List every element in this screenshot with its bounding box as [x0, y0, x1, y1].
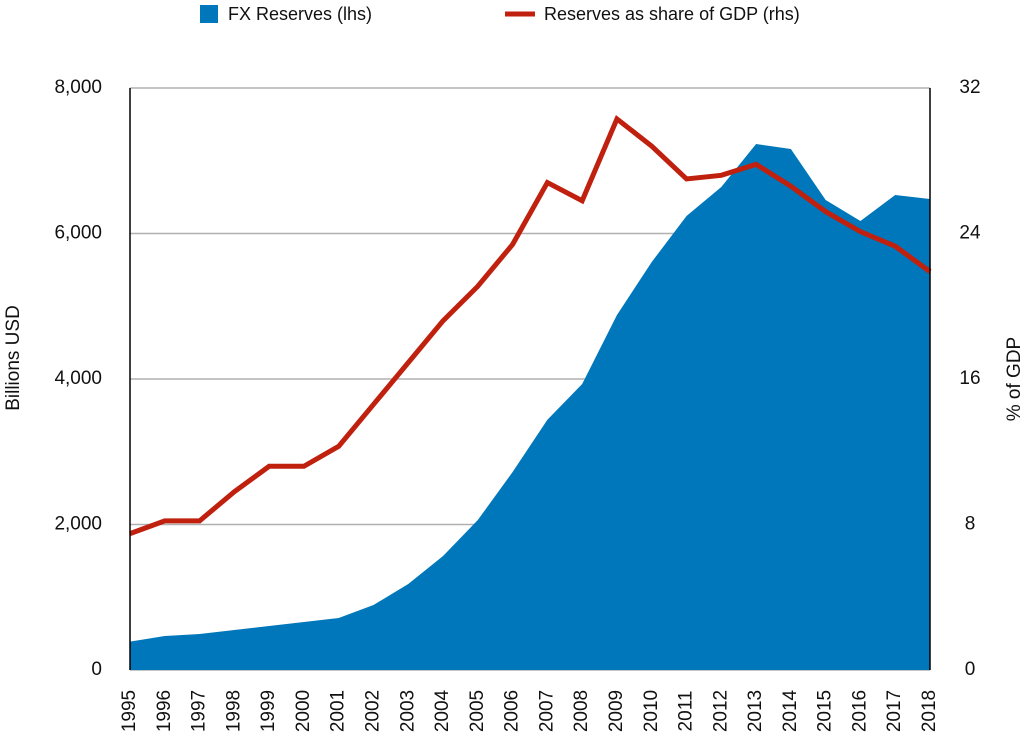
- x-tick-label: 2001: [328, 690, 349, 732]
- x-tick-label: 2000: [293, 690, 314, 732]
- x-tick-label: 2008: [571, 690, 592, 732]
- area: [130, 144, 930, 670]
- y-tick-label: 6,000: [54, 223, 102, 244]
- legend-text: Reserves as share of GDP (rhs): [544, 4, 800, 24]
- line: [129, 114, 932, 536]
- x-tick-label: 2012: [710, 690, 731, 732]
- x-tick-label: 2013: [745, 690, 766, 732]
- x-tick-label: 2010: [641, 690, 662, 732]
- x-tick-label: 2005: [467, 690, 488, 732]
- y-axis-title: Billions USD: [3, 305, 24, 411]
- x-tick-label: 1996: [154, 690, 175, 732]
- x-tick-label: 2015: [815, 690, 836, 732]
- x-tick-label: 2004: [432, 689, 453, 732]
- x-tick-label: 2009: [606, 690, 627, 732]
- legend-text: FX Reserves (lhs): [228, 4, 372, 24]
- x-tick-label: 2003: [397, 690, 418, 732]
- y-tick-label: 0: [91, 659, 102, 680]
- y-tick-label: 4,000: [54, 368, 102, 389]
- x-tick-label: 2006: [502, 690, 523, 732]
- x-tick-label: 2016: [849, 690, 870, 732]
- x-tick-label: 1999: [258, 690, 279, 732]
- x-tick-label: 2017: [884, 690, 905, 732]
- y2-axis-title: % of GDP: [1004, 337, 1024, 421]
- x-tick-label: 2002: [362, 690, 383, 732]
- y-tick-label: 2,000: [54, 514, 102, 535]
- y-tick-label: 8,000: [54, 77, 102, 98]
- x-tick-label: 2014: [780, 689, 801, 732]
- x-tick-label: 2018: [919, 690, 940, 732]
- x-tick-label: 1998: [223, 690, 244, 732]
- x-tick-label: 1995: [119, 690, 140, 732]
- y2-tick-label: 32: [959, 77, 980, 98]
- legend-swatch: [200, 5, 218, 23]
- x-tick-label: 2007: [536, 690, 557, 732]
- y2-tick-label: 16: [959, 368, 980, 389]
- y2-tick-label: 8: [965, 514, 976, 535]
- y2-tick-label: 0: [965, 659, 976, 680]
- x-tick-label: 2011: [676, 691, 697, 732]
- x-tick-label: 1997: [189, 690, 210, 732]
- y2-tick-label: 24: [959, 223, 981, 244]
